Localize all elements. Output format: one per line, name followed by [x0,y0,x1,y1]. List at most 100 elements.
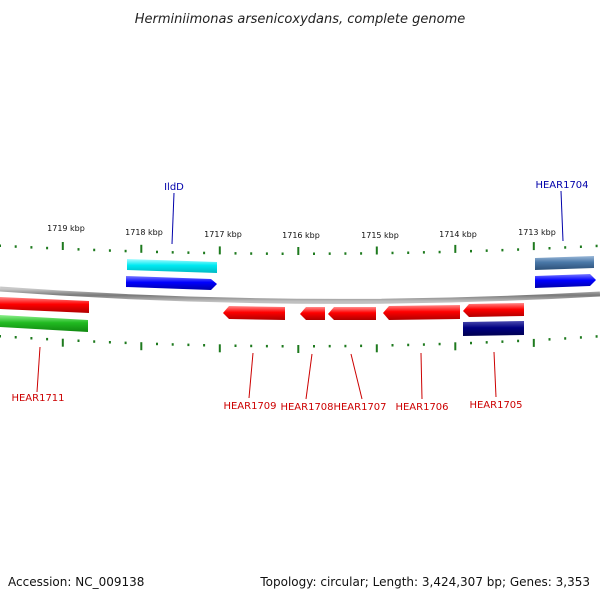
feature-cds-navy[interactable] [463,321,524,336]
leader-hear1704 [560,190,564,242]
ruler-major-tick [140,342,143,351]
gene-label-hear1707[interactable]: HEAR1707 [333,402,386,413]
ruler-major-tick [61,338,64,347]
ruler-minor-tick [391,251,394,255]
ruler-minor-tick [187,343,190,347]
leader-hear1705 [493,351,497,398]
ruler-label-1718: 1718 kbp [125,228,163,237]
feature-cds-cyan[interactable] [127,259,217,273]
ruler-minor-tick [360,252,363,255]
ruler-minor-tick [93,248,96,252]
topology-text: Topology: circular; Length: 3,424,307 bp… [259,575,590,589]
leader-hear1707 [350,353,363,400]
gene-label-ildd[interactable]: IldD [164,182,184,193]
ruler-minor-tick [344,252,347,255]
ruler-major-tick [454,342,457,351]
ruler-minor-tick [250,252,253,255]
feature-hear1706[interactable] [383,305,460,320]
ruler-minor-tick [422,343,425,346]
ruler-minor-tick [203,344,206,347]
feature-cds-steel[interactable] [535,256,594,270]
ruler-major-tick [140,244,143,253]
feature-hear1705[interactable] [463,303,524,317]
ruler-minor-tick [564,246,567,249]
ruler-major-tick [297,345,300,353]
feature-hear1707[interactable] [328,307,376,320]
gene-label-hear1711[interactable]: HEAR1711 [11,393,64,404]
accession-text: Accession: NC_009138 [8,575,144,589]
ruler-minor-tick [360,344,363,348]
gene-label-hear1704[interactable]: HEAR1704 [535,180,588,191]
ruler-major-tick [375,344,378,353]
leader-hear1711 [36,346,41,393]
ruler-minor-tick [203,251,206,255]
gene-label-hear1706[interactable]: HEAR1706 [395,402,448,413]
ruler-minor-tick [0,244,1,247]
forward-strand-features [0,256,596,313]
ruler-minor-tick [156,342,158,346]
ruler-major-tick [218,344,221,353]
ruler-minor-tick [265,344,268,348]
gene-label-hear1709[interactable]: HEAR1709 [223,401,276,412]
feature-hear1708[interactable] [300,307,325,320]
ruler-minor-tick [579,336,582,339]
feature-hear1709[interactable] [223,306,285,320]
ruler-minor-tick [485,249,488,252]
ruler-minor-tick [30,337,33,340]
feature-ildd[interactable] [126,276,217,290]
ruler-minor-tick [344,344,347,348]
ruler-minor-tick [93,340,96,343]
ruler-minor-tick [328,344,331,348]
ruler-minor-tick [501,248,504,252]
leader-hear1706 [420,352,423,400]
ruler-minor-tick [470,249,472,253]
ruler-minor-tick [108,341,111,344]
ruler-minor-tick [14,245,17,248]
ruler-minor-tick [156,250,158,254]
ruler-minor-tick [234,344,237,347]
ruler-minor-tick [407,251,410,254]
ruler-minor-tick [579,245,582,248]
feature-rna-green[interactable] [0,315,88,332]
leader-ildd [171,192,175,245]
ruler-major-tick [454,244,457,253]
ruler-minor-tick [124,249,127,253]
ruler-minor-tick [501,340,504,343]
ruler-label-1714: 1714 kbp [439,230,477,239]
ruler-minor-tick [470,341,472,345]
ruler-minor-tick [281,252,284,255]
feature-hear1711[interactable] [0,297,89,313]
ruler-major-tick [218,246,221,255]
ruler-major-tick [375,246,378,255]
ruler-minor-tick [281,345,284,348]
gene-labels: IldD HEAR1704 HEAR1711 HEAR1709 HEAR1708… [11,180,588,413]
feature-hear1704[interactable] [535,274,596,288]
ruler-minor-tick [313,252,315,255]
ruler-bottom [0,335,598,353]
genome-backbone [0,286,600,304]
gene-label-hear1708[interactable]: HEAR1708 [280,402,333,413]
ruler-labels: 1719 kbp 1718 kbp 1717 kbp 1716 kbp 1715… [47,224,556,240]
ruler-minor-tick [250,344,253,348]
ruler-minor-tick [0,335,1,338]
ruler-minor-tick [391,344,394,347]
ruler-minor-tick [328,252,331,255]
ruler-minor-tick [265,252,268,255]
ruler-minor-tick [30,246,33,249]
ruler-minor-tick [548,338,551,341]
leader-hear1709 [248,352,254,399]
ruler-major-tick [297,247,300,255]
reverse-strand-features [0,303,524,336]
map-title: Herminiimonas arsenicoxydans, complete g… [135,12,465,27]
ruler-minor-tick [124,341,127,345]
ruler-major-tick [61,242,64,250]
ruler-minor-tick [77,248,80,251]
ruler-minor-tick [548,247,551,250]
ruler-minor-tick [187,251,190,254]
ruler-label-1717: 1717 kbp [204,230,242,239]
ruler-minor-tick [171,343,174,346]
gene-label-hear1705[interactable]: HEAR1705 [469,400,522,411]
ruler-label-1713: 1713 kbp [518,228,556,237]
ruler-minor-tick [407,343,410,347]
